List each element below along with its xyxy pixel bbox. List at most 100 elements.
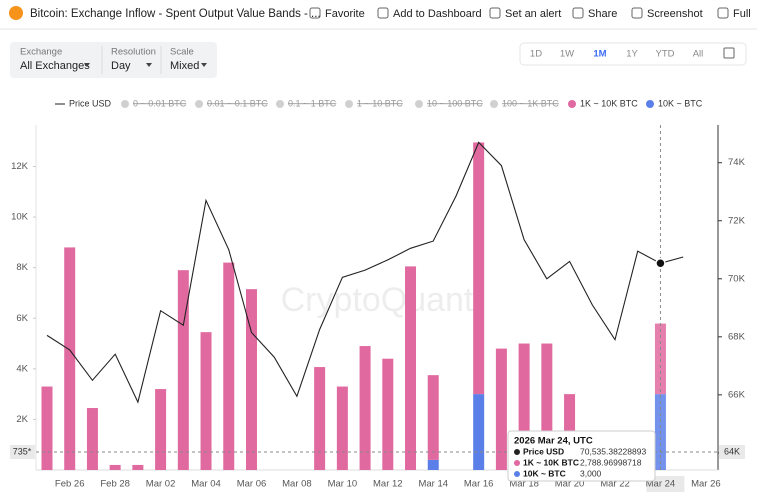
tooltip-title: 2026 Mar 24, UTC xyxy=(514,436,593,447)
bar xyxy=(336,386,348,470)
watermark: CryptoQuant xyxy=(281,281,474,319)
dropdown-arrow xyxy=(146,63,152,67)
x-tick-label: Mar 22 xyxy=(600,479,630,490)
bar xyxy=(382,358,394,470)
y-tick-label: 6K xyxy=(16,313,28,324)
bar xyxy=(64,247,76,470)
y2-tick-label: 72K xyxy=(728,215,746,226)
bar xyxy=(654,323,666,395)
legend-label[interactable]: 0.01 ~ 0.1 BTC xyxy=(207,98,268,108)
legend-dot[interactable] xyxy=(345,100,353,108)
x-tick-label: Mar 08 xyxy=(282,479,312,490)
x-tick-label: Mar 12 xyxy=(373,479,403,490)
x-tick-label: Mar 18 xyxy=(509,479,539,490)
bar xyxy=(41,386,53,470)
button-icon[interactable] xyxy=(377,7,389,19)
legend-label[interactable]: 0.1 ~ 1 BTC xyxy=(288,98,337,108)
x-tick-label: Mar 24 xyxy=(646,479,676,490)
tooltip-swatch xyxy=(514,460,520,466)
legend-label[interactable]: 0 ~ 0.01 BTC xyxy=(133,98,187,108)
bar xyxy=(132,464,144,470)
y-tick-label: 2K xyxy=(16,414,28,425)
bar xyxy=(518,343,530,470)
y2-tick-label: 66K xyxy=(728,389,746,400)
range-button[interactable]: YTD xyxy=(656,49,675,60)
selector-value[interactable]: Mixed xyxy=(170,60,199,72)
button-icon[interactable] xyxy=(489,7,501,19)
bar xyxy=(109,464,121,470)
bar xyxy=(427,375,439,460)
price-line xyxy=(46,141,684,404)
range-button[interactable]: 1Y xyxy=(626,49,638,60)
button-icon[interactable] xyxy=(717,7,729,19)
page-title: Bitcoin: Exchange Inflow - Spent Output … xyxy=(30,8,321,20)
crosshair-left-box xyxy=(10,445,35,459)
crosshair-x-box xyxy=(646,476,685,492)
crosshair-right-label: 64K xyxy=(724,446,740,456)
bitcoin-icon xyxy=(9,6,23,20)
bar xyxy=(86,408,98,470)
tooltip-value: 2,788.96998718 xyxy=(580,457,642,467)
x-tick-label: Mar 04 xyxy=(191,479,221,490)
bar xyxy=(541,343,553,470)
x-tick-label: Mar 02 xyxy=(146,479,176,490)
tooltip-value: 3,000 xyxy=(580,468,602,478)
controls-box xyxy=(10,42,217,78)
legend-label[interactable]: 1K ~ 10K BTC xyxy=(580,98,638,108)
bar xyxy=(473,142,485,395)
legend-label[interactable]: 1 ~ 10 BTC xyxy=(357,98,403,108)
header-button[interactable]: Screenshot xyxy=(647,8,703,20)
tooltip-swatch xyxy=(514,471,520,477)
legend-dot[interactable] xyxy=(415,100,423,108)
tooltip-name: 1K ~ 10K BTC xyxy=(523,457,579,467)
x-tick-label: Mar 26 xyxy=(691,479,721,490)
x-tick-label: Mar 14 xyxy=(418,479,448,490)
button-icon[interactable] xyxy=(631,7,643,19)
bar xyxy=(359,346,371,470)
crosshair-left-label: 735* xyxy=(13,446,32,456)
header-button[interactable]: Add to Dashboard xyxy=(393,8,482,20)
selector-value[interactable]: Day xyxy=(111,60,131,72)
button-icon[interactable] xyxy=(309,7,321,19)
range-button[interactable]: 1W xyxy=(560,49,574,60)
legend-label[interactable]: 10 ~ 100 BTC xyxy=(427,98,483,108)
x-tick-label: Mar 16 xyxy=(464,479,494,490)
legend-dot[interactable] xyxy=(490,100,498,108)
tooltip-swatch xyxy=(514,449,520,455)
legend-dot[interactable] xyxy=(646,100,654,108)
button-icon[interactable] xyxy=(572,7,584,19)
bar xyxy=(405,266,417,470)
selector-label: Resolution xyxy=(111,47,156,58)
hover-dot xyxy=(655,258,666,269)
range-button[interactable]: 1D xyxy=(530,49,542,60)
bar xyxy=(473,394,485,470)
header-button[interactable]: Favorite xyxy=(325,8,365,20)
bar xyxy=(223,262,235,470)
header-button[interactable]: Share xyxy=(588,8,617,20)
legend-dot[interactable] xyxy=(195,100,203,108)
x-tick-label: Mar 06 xyxy=(237,479,267,490)
y2-tick-label: 70K xyxy=(728,273,746,284)
range-button[interactable]: 1M xyxy=(593,49,606,60)
legend-dot[interactable] xyxy=(568,100,576,108)
legend-dot[interactable] xyxy=(121,100,129,108)
header-button[interactable]: Full xyxy=(733,8,751,20)
legend-label[interactable]: Price USD xyxy=(69,98,112,108)
x-tick-label: Feb 26 xyxy=(55,479,85,490)
tooltip-name: 10K ~ BTC xyxy=(523,468,566,478)
legend-dot[interactable] xyxy=(276,100,284,108)
calendar-icon[interactable] xyxy=(723,47,735,59)
range-button[interactable]: All xyxy=(693,49,704,60)
tooltip xyxy=(507,430,656,482)
header-button[interactable]: Set an alert xyxy=(505,8,561,20)
legend-label[interactable]: 10K ~ BTC xyxy=(658,98,703,108)
range-box xyxy=(519,42,747,66)
tooltip-value: 70,535.38228893 xyxy=(580,446,646,456)
y2-tick-label: 74K xyxy=(728,157,746,168)
y2-tick-label: 68K xyxy=(728,331,746,342)
bar xyxy=(245,289,257,470)
legend-label[interactable]: 100 ~ 1K BTC xyxy=(502,98,559,108)
bar xyxy=(495,348,507,470)
selector-value[interactable]: All Exchanges xyxy=(20,60,90,72)
